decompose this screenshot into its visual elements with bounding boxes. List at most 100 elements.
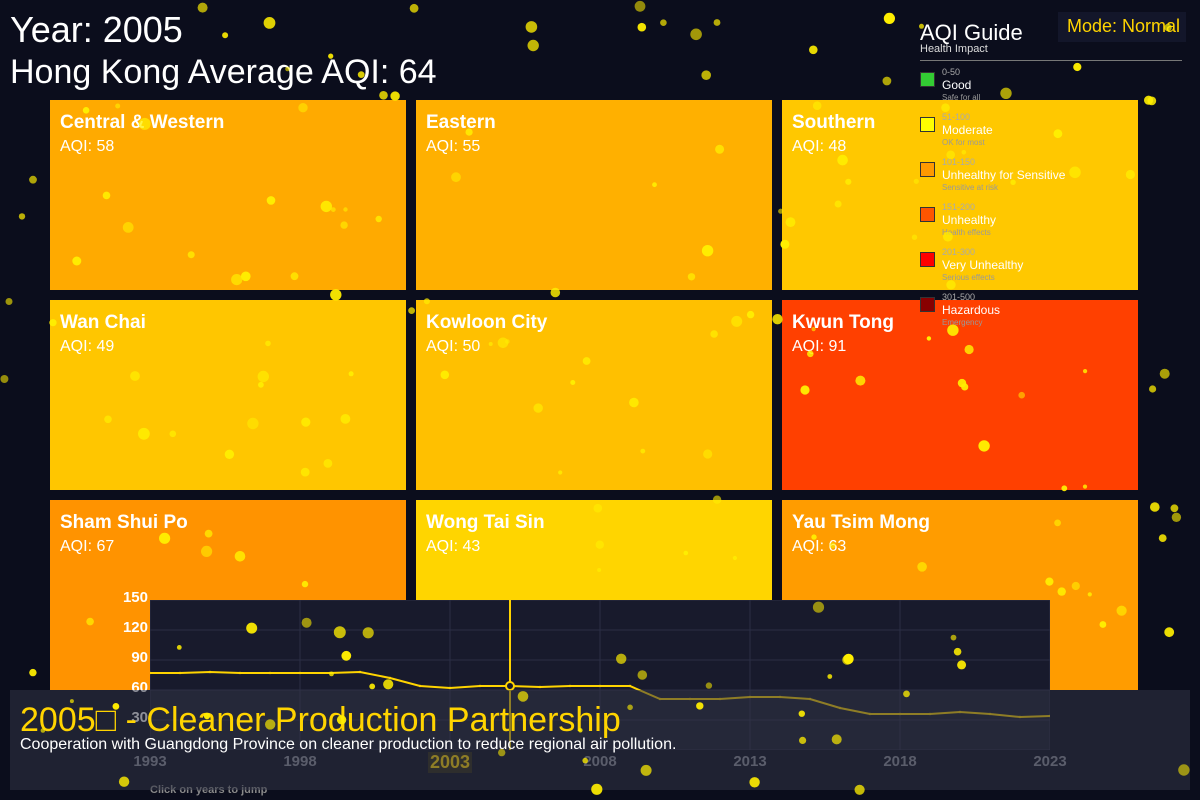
aqi-data-point	[598, 684, 602, 688]
guide-range: 51-100	[942, 112, 971, 122]
guide-effect: Health effects	[942, 228, 991, 237]
district-tile[interactable]: Southern AQI: 48	[782, 100, 1138, 290]
guide-range: 0-50	[942, 67, 961, 77]
color-swatch	[920, 252, 935, 267]
particle	[660, 19, 667, 27]
color-swatch	[920, 297, 935, 312]
aqi-data-point	[538, 685, 542, 689]
district-tile[interactable]: Kwun Tong AQI: 91	[782, 300, 1138, 490]
particle	[882, 76, 892, 86]
guide-label: Hazardous	[942, 303, 1001, 317]
particle	[1164, 627, 1175, 638]
district-tile[interactable]: Wan Chai AQI: 49	[50, 300, 406, 490]
guide-effect: OK for most	[942, 138, 985, 147]
district-aqi: AQI: 55	[426, 138, 481, 155]
event-banner: 2005□ - Cleaner Production Partnership C…	[10, 690, 1190, 790]
aqi-data-point	[178, 671, 182, 675]
particle	[379, 91, 388, 100]
guide-label: Very Unhealthy	[942, 258, 1024, 272]
guide-item: 201-300 Very Unhealthy Serious effects	[920, 244, 1182, 289]
guide-item: 0-50 Good Safe for all	[920, 64, 1182, 109]
guide-range: 201-300	[942, 247, 976, 257]
color-swatch	[920, 207, 935, 222]
particle	[637, 22, 647, 32]
guide-label: Moderate	[942, 123, 993, 137]
particle	[1149, 385, 1157, 393]
particle	[29, 175, 37, 184]
y-tick-label: 150	[122, 589, 148, 606]
particle	[408, 307, 415, 314]
guide-item: 101-150 Unhealthy for Sensitive Sensitive …	[920, 154, 1182, 199]
aqi-data-point	[568, 684, 572, 688]
aqi-data-point	[448, 686, 452, 690]
guide-item: 51-100 Moderate OK for most	[920, 109, 1182, 154]
particle	[809, 45, 818, 55]
district-name: Yau Tsim Mong	[792, 512, 930, 533]
aqi-data-point	[148, 671, 152, 675]
color-swatch	[920, 162, 935, 177]
district-aqi: AQI: 58	[60, 138, 115, 155]
aqi-data-point	[328, 671, 332, 675]
district-aqi: AQI: 67	[60, 538, 115, 555]
event-description: Cooperation with Guangdong Province on c…	[20, 736, 677, 753]
district-aqi: AQI: 91	[792, 338, 847, 355]
particle	[634, 0, 646, 12]
district-name: Wan Chai	[60, 312, 146, 333]
guide-item: 151-200 Unhealthy Health effects	[920, 199, 1182, 244]
particle	[527, 39, 539, 52]
particle	[0, 375, 9, 383]
district-name: Southern	[792, 112, 876, 133]
particle	[5, 298, 13, 305]
district-aqi: AQI: 43	[426, 538, 481, 555]
particle	[409, 3, 419, 13]
guide-item: 301-500 Hazardous Emergency	[920, 289, 1182, 334]
guide-range: 101-150	[942, 157, 976, 167]
particle	[883, 12, 896, 24]
particle	[18, 213, 26, 220]
color-swatch	[920, 72, 935, 87]
particle	[263, 17, 276, 29]
guide-effect: Serious effects	[942, 273, 995, 282]
particle	[1159, 368, 1170, 379]
guide-title: AQI Guide	[920, 20, 1023, 45]
aqi-data-point	[388, 676, 392, 680]
district-name: Kowloon City	[426, 312, 548, 333]
event-title: 2005□ - Cleaner Production Partnership	[20, 701, 621, 739]
guide-label: Unhealthy for Sensitive	[942, 168, 1066, 182]
particle	[1150, 502, 1160, 512]
y-tick-label: 90	[131, 649, 148, 666]
particle	[330, 289, 342, 301]
district-name: Kwun Tong	[792, 312, 895, 333]
district-name: Central & Western	[60, 112, 225, 133]
guide-range: 151-200	[942, 202, 976, 212]
aqi-data-point	[268, 671, 272, 675]
district-name: Sham Shui Po	[60, 512, 188, 533]
guide-label: Good	[942, 78, 972, 92]
particle	[1158, 534, 1167, 542]
district-tile[interactable]: Central & Western AQI: 58	[50, 100, 406, 290]
particle	[701, 70, 711, 80]
district-tile[interactable]: Eastern AQI: 55	[416, 100, 772, 290]
guide-effect: Sensitive at risk	[942, 183, 999, 192]
aqi-data-point	[418, 684, 422, 688]
guide-effect: Safe for all	[942, 93, 981, 102]
district-aqi: AQI: 63	[792, 538, 847, 555]
mode-toggle-button[interactable]: Mode: Normal	[1058, 12, 1186, 42]
aqi-data-point	[628, 684, 632, 688]
particle	[1171, 512, 1182, 522]
aqi-data-point	[208, 670, 212, 674]
aqi-data-point	[238, 671, 242, 675]
particle	[197, 2, 208, 13]
aqi-guide-legend: AQI Guide Health Impact 0-50 Good Safe for…	[920, 20, 1182, 334]
district-name: Eastern	[426, 112, 496, 133]
guide-items: 0-50 Good Safe for all 51-100 Moderate OK fo…	[920, 64, 1182, 334]
particle	[525, 21, 538, 33]
aqi-data-point	[478, 684, 482, 688]
average-aqi-heading: Hong Kong Average AQI: 64	[10, 53, 437, 91]
district-tile[interactable]: Kowloon City AQI: 50	[416, 300, 772, 490]
district-aqi: AQI: 49	[60, 338, 115, 355]
district-aqi: AQI: 50	[426, 338, 481, 355]
y-tick-label: 120	[122, 619, 148, 636]
district-name: Wong Tai Sin	[426, 512, 545, 533]
particle	[29, 668, 37, 677]
